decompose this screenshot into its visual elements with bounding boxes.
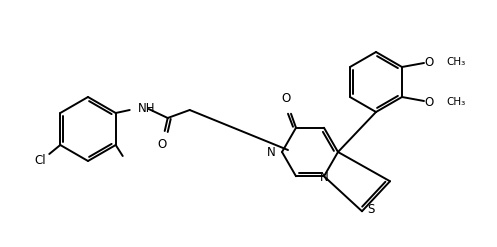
Text: N: N (267, 145, 276, 159)
Text: O: O (281, 92, 291, 105)
Text: NH: NH (138, 102, 155, 115)
Text: N: N (320, 171, 329, 184)
Text: O: O (424, 56, 433, 68)
Text: Cl: Cl (34, 155, 46, 167)
Text: S: S (367, 203, 374, 216)
Text: CH₃: CH₃ (446, 97, 465, 107)
Text: O: O (424, 96, 433, 108)
Text: CH₃: CH₃ (446, 57, 465, 67)
Text: O: O (157, 138, 166, 150)
